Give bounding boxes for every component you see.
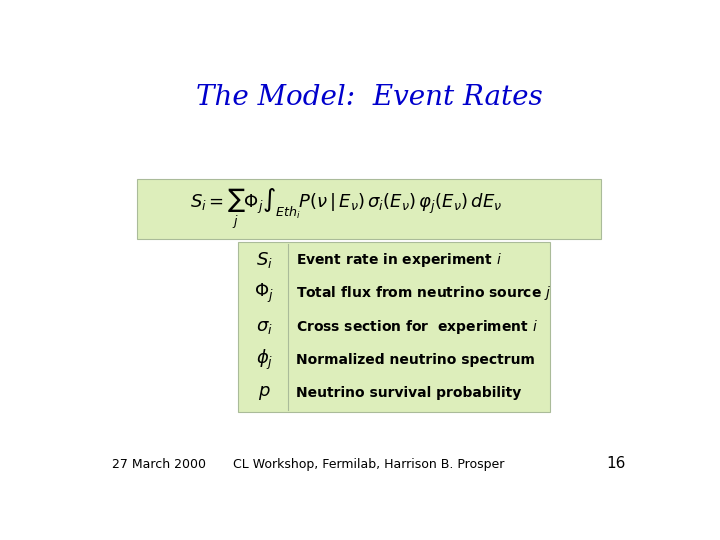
Text: Neutrino survival probability: Neutrino survival probability	[297, 386, 522, 400]
Text: $\sigma_i$: $\sigma_i$	[256, 318, 273, 336]
Text: $\phi_j$: $\phi_j$	[256, 348, 273, 372]
Text: Total flux from neutrino source $j$: Total flux from neutrino source $j$	[297, 285, 552, 302]
Text: $\Phi_j$: $\Phi_j$	[254, 282, 274, 305]
Text: 27 March 2000: 27 March 2000	[112, 458, 207, 471]
Text: $S_i$: $S_i$	[256, 250, 273, 270]
Text: $p$: $p$	[258, 384, 271, 402]
Text: 16: 16	[606, 456, 626, 471]
Text: $S_i = \sum_j \Phi_j \int_{Eth_i} P(\nu\,|\,E_\nu)\,\sigma_i(E_\nu)\,\varphi_j(E: $S_i = \sum_j \Phi_j \int_{Eth_i} P(\nu\…	[190, 187, 502, 232]
FancyBboxPatch shape	[138, 179, 600, 239]
FancyBboxPatch shape	[238, 241, 550, 412]
Text: Cross section for  experiment $i$: Cross section for experiment $i$	[297, 318, 539, 336]
Text: Event rate in experiment $i$: Event rate in experiment $i$	[297, 251, 503, 269]
Text: The Model:  Event Rates: The Model: Event Rates	[196, 84, 542, 111]
Text: CL Workshop, Fermilab, Harrison B. Prosper: CL Workshop, Fermilab, Harrison B. Prosp…	[233, 458, 505, 471]
Text: Normalized neutrino spectrum: Normalized neutrino spectrum	[297, 353, 536, 367]
